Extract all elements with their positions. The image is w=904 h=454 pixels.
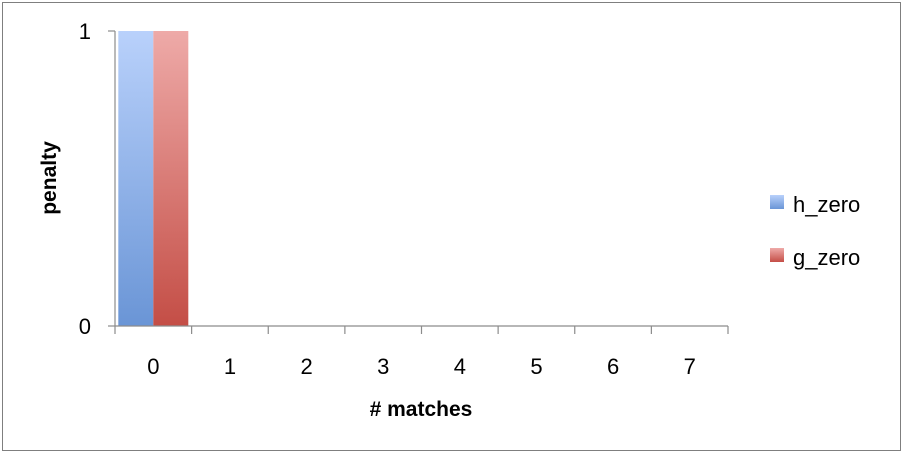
bar-h_zero-0 (118, 31, 154, 326)
legend: h_zero g_zero (770, 192, 860, 270)
bars-group (118, 31, 189, 326)
x-axis-title: # matches (370, 398, 473, 421)
y-ticks-group: 01 (79, 19, 115, 339)
x-tick-label: 5 (530, 354, 542, 379)
x-tick-label: 6 (607, 354, 619, 379)
x-tick-label: 4 (454, 354, 466, 379)
y-tick-label: 0 (79, 314, 91, 339)
x-ticks-group: 0 1 2 3 4 5 6 7 (114, 326, 729, 379)
bar-g_zero-0 (153, 31, 189, 326)
x-tick-label: 7 (684, 354, 696, 379)
legend-swatch-h_zero (770, 195, 784, 209)
x-tick-label: 3 (377, 354, 389, 379)
x-tick-label: 2 (300, 354, 312, 379)
legend-label-g_zero: g_zero (793, 245, 860, 270)
y-axis-title: penalty (38, 141, 61, 215)
x-tick-label: 0 (147, 354, 159, 379)
y-tick-label: 1 (79, 19, 91, 44)
x-tick-label: 1 (224, 354, 236, 379)
legend-label-h_zero: h_zero (793, 192, 860, 217)
legend-swatch-g_zero (770, 248, 784, 262)
